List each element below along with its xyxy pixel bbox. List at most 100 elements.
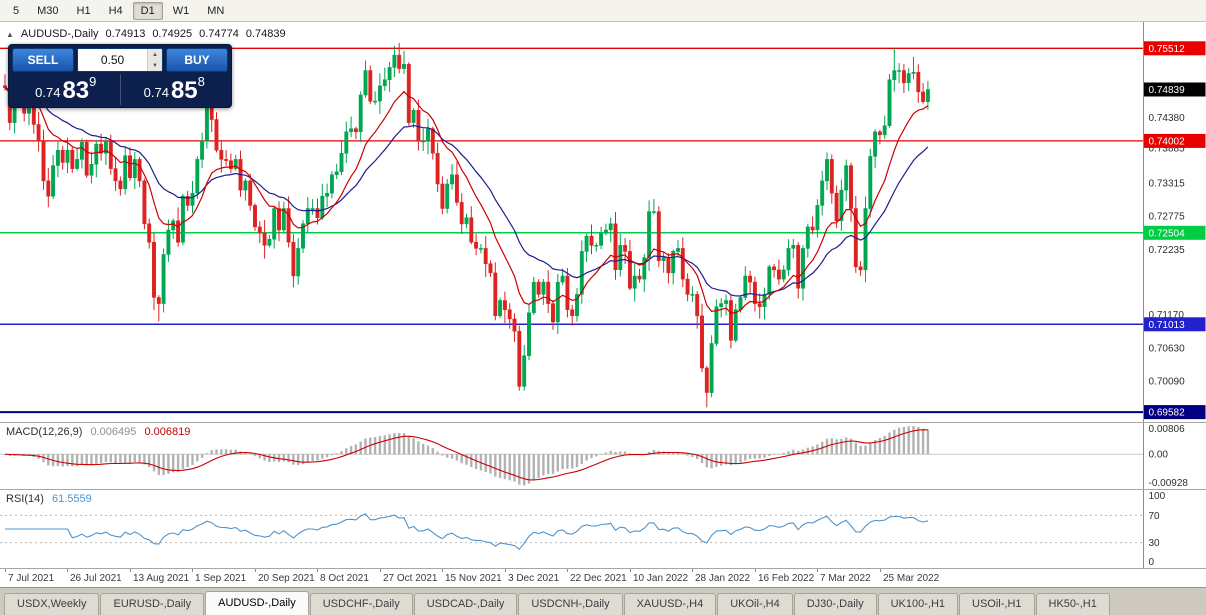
time-axis-label: 1 Sep 2021 [195, 573, 247, 584]
lot-size-input[interactable] [78, 49, 147, 71]
chart-tab[interactable]: HK50-,H1 [1035, 593, 1110, 615]
chart-tab[interactable]: AUDUSD-,Daily [205, 591, 309, 615]
price-level-chip: 0.75512 [1144, 41, 1206, 56]
timeframe-button-h1[interactable]: H1 [69, 2, 99, 20]
macd-label: MACD(12,26,9) 0.006495 0.006819 [6, 426, 190, 438]
timeframe-button-h4[interactable]: H4 [101, 2, 131, 20]
level-lines-layer[interactable] [0, 47, 1144, 414]
chart-tab[interactable]: XAUUSD-,H4 [623, 593, 717, 615]
main-chart-panel[interactable]: 0.74380 0.73885 0.73315 0.72775 0.72235 0.711… [0, 22, 1206, 422]
macd-title: MACD(12,26,9) [6, 426, 83, 438]
sell-button[interactable]: SELL [12, 48, 74, 72]
time-axis-tick [5, 569, 6, 572]
time-axis-label: 7 Mar 2022 [820, 573, 871, 584]
timeframe-button-5[interactable]: 5 [5, 2, 27, 20]
chart-tab[interactable]: USDCAD-,Daily [413, 593, 518, 615]
time-axis-tick [567, 569, 568, 572]
time-axis-label: 15 Nov 2021 [445, 573, 502, 584]
chart-open-value: 0.74913 [105, 28, 146, 40]
chart-tab[interactable]: DJ30-,Daily [793, 593, 877, 615]
chart-tab[interactable]: EURUSD-,Daily [100, 593, 205, 615]
timeframe-button-w1[interactable]: W1 [165, 2, 198, 20]
timeframe-button-mn[interactable]: MN [199, 2, 232, 20]
lot-decrease-button[interactable]: ▼ [148, 60, 162, 71]
time-axis-label: 16 Feb 2022 [758, 573, 815, 584]
time-axis-label: 3 Dec 2021 [508, 573, 560, 584]
svg-text:0.71013: 0.71013 [1149, 320, 1186, 331]
ma-fast-line [4, 87, 929, 314]
time-axis-label: 27 Oct 2021 [383, 573, 438, 584]
time-axis-label: 10 Jan 2022 [633, 573, 689, 584]
svg-text:0.72775: 0.72775 [1149, 212, 1186, 223]
macd-histogram [3, 426, 930, 486]
timeframe-button-m30[interactable]: M30 [29, 2, 66, 20]
svg-text:0.00806: 0.00806 [1149, 424, 1186, 435]
svg-text:0.73885: 0.73885 [1149, 144, 1186, 155]
macd-chart[interactable]: 0.00806 0.00 -0.00928 [0, 423, 1206, 489]
rsi-value: 61.5559 [51, 493, 92, 505]
buy-price-base: 0.74 [143, 85, 169, 100]
macd-signal-value: 0.006819 [144, 426, 191, 438]
chart-tab[interactable]: USDCNH-,Daily [518, 593, 623, 615]
buy-price-display[interactable]: 0.74 85 8 [119, 74, 229, 105]
svg-text:0.69582: 0.69582 [1149, 408, 1186, 419]
lot-size-spinner: ▲ ▼ [147, 49, 162, 71]
chart-symbol-label: AUDUSD-,Daily [20, 28, 99, 40]
price-level-chip: 0.74839 [1144, 82, 1206, 97]
chart-high-value: 0.74925 [152, 28, 193, 40]
svg-text:-0.00928: -0.00928 [1149, 478, 1189, 489]
sell-price-base: 0.74 [35, 85, 61, 100]
sell-price-fraction: 9 [89, 74, 97, 89]
time-axis-tick [692, 569, 693, 572]
time-axis-label: 26 Jul 2021 [70, 573, 122, 584]
time-axis-tick [130, 569, 131, 572]
chart-tab[interactable]: USDCHF-,Daily [309, 593, 413, 615]
lot-size-control: ▲ ▼ [77, 48, 163, 72]
rsi-label: RSI(14) 61.5559 [6, 493, 92, 505]
sell-price-display[interactable]: 0.74 83 9 [12, 74, 120, 105]
chart-tab[interactable]: UK100-,H1 [877, 593, 959, 615]
svg-text:30: 30 [1149, 538, 1161, 549]
timeframe-toolbar: 5 M30 H1 H4 D1 W1 MN [0, 0, 1206, 22]
svg-text:0.74839: 0.74839 [1149, 85, 1186, 96]
time-axis-label: 7 Jul 2021 [8, 573, 55, 584]
time-axis-tick [317, 569, 318, 572]
svg-text:0: 0 [1149, 557, 1155, 568]
svg-text:0.72504: 0.72504 [1149, 228, 1186, 239]
rsi-indicator-panel[interactable]: 100 70 30 0 RSI(14) 61.5559 [0, 489, 1206, 568]
buy-button[interactable]: BUY [166, 48, 228, 72]
time-axis-tick [630, 569, 631, 572]
macd-indicator-panel[interactable]: 0.00806 0.00 -0.00928 MACD(12,26,9) 0.0064… [0, 422, 1206, 489]
svg-text:100: 100 [1149, 491, 1166, 502]
time-axis[interactable]: 7 Jul 2021 26 Jul 2021 13 Aug 2021 1 Sep 20… [0, 568, 1206, 587]
svg-text:0.70630: 0.70630 [1149, 343, 1186, 354]
timeframe-button-d1[interactable]: D1 [132, 1, 163, 20]
price-level-chip: 0.69582 [1144, 405, 1206, 420]
time-axis-tick [505, 569, 506, 572]
chart-header: ▲ AUDUSD-,Daily 0.74913 0.74925 0.74774 … [6, 28, 286, 40]
chart-low-value: 0.74774 [199, 28, 239, 40]
time-axis-tick [880, 569, 881, 572]
time-axis-label: 8 Oct 2021 [320, 573, 369, 584]
time-axis-tick [192, 569, 193, 572]
chart-tab[interactable]: UKOil-,H4 [717, 593, 793, 615]
chart-tab[interactable]: USDX,Weekly [4, 593, 100, 615]
chart-tab[interactable]: USOil-,H1 [959, 593, 1035, 615]
time-axis-label: 20 Sep 2021 [258, 573, 315, 584]
one-click-trading-panel: SELL ▲ ▼ BUY 0.74 83 9 0.74 [8, 44, 232, 108]
price-level-chip: 0.71013 [1144, 317, 1206, 332]
price-level-chip: 0.74002 [1144, 133, 1206, 148]
price-level-chip: 0.72504 [1144, 225, 1206, 240]
lot-increase-button[interactable]: ▲ [148, 49, 162, 60]
sell-price-pips: 83 [62, 77, 90, 104]
rsi-chart[interactable]: 100 70 30 0 [0, 490, 1206, 568]
time-axis-tick [67, 569, 68, 572]
time-axis-label: 28 Jan 2022 [695, 573, 751, 584]
svg-text:0.70090: 0.70090 [1149, 376, 1186, 387]
candlestick-chart[interactable]: 0.74380 0.73885 0.73315 0.72775 0.72235 0.711… [0, 22, 1206, 422]
svg-text:0.75512: 0.75512 [1149, 44, 1186, 55]
rsi-title: RSI(14) [6, 493, 44, 505]
svg-text:0.74380: 0.74380 [1149, 113, 1186, 124]
time-axis-tick [817, 569, 818, 572]
time-axis-label: 22 Dec 2021 [570, 573, 627, 584]
